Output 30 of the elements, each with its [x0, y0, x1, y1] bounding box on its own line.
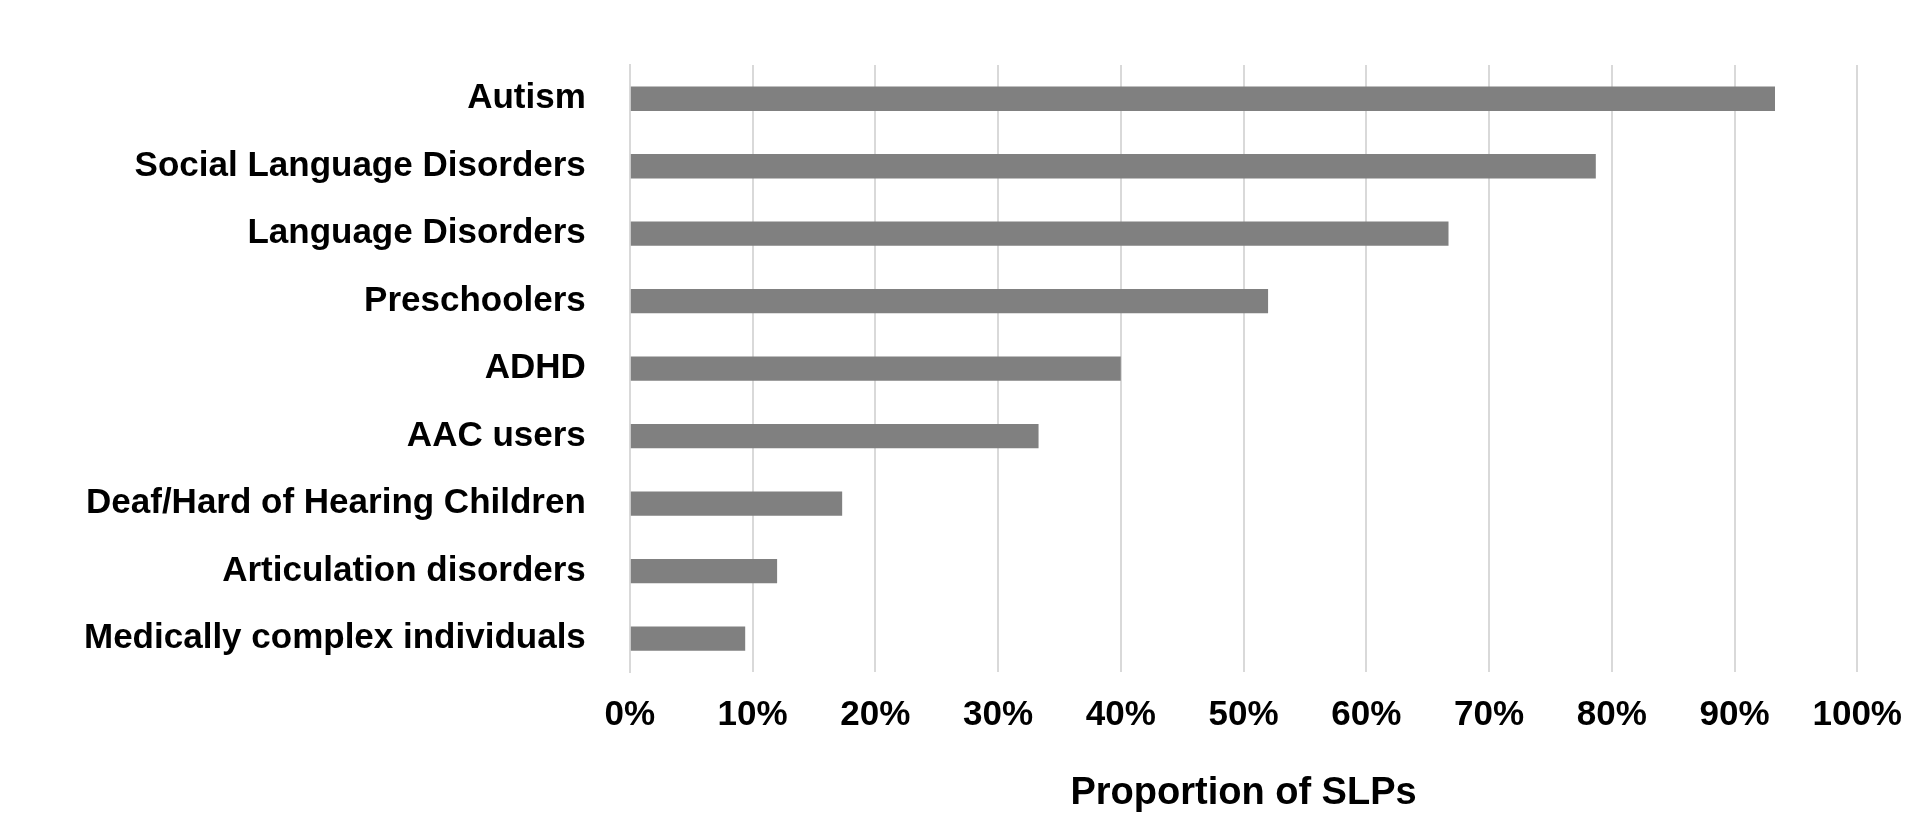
bar [630, 626, 746, 651]
y-tick-label: Autism [467, 76, 586, 116]
y-tick-label: Medically complex individuals [84, 616, 586, 656]
y-tick-label: Preschoolers [364, 278, 586, 318]
x-tick-label: 60% [1331, 693, 1402, 733]
bar [630, 86, 1776, 111]
bar [630, 154, 1596, 179]
x-tick-label: 0% [604, 693, 656, 733]
bar [630, 356, 1121, 381]
y-tick-label: Articulation disorders [222, 548, 586, 588]
x-tick-label: 90% [1699, 693, 1770, 733]
y-tick-label: Language Disorders [247, 211, 586, 251]
x-tick-label: 10% [717, 693, 788, 733]
y-tick-label: Social Language Disorders [134, 143, 586, 183]
bar [630, 289, 1269, 314]
bar [630, 491, 843, 516]
y-tick-label: Deaf/Hard of Hearing Children [86, 481, 586, 521]
x-tick-label: 70% [1453, 693, 1525, 733]
x-tick-label: 20% [840, 693, 911, 733]
bar [630, 221, 1449, 246]
x-tick-label: 100% [1812, 693, 1903, 733]
bar [630, 559, 778, 584]
y-tick-label: AAC users [406, 413, 586, 453]
x-tick-label: 80% [1576, 693, 1647, 733]
x-axis-title: Proportion of SLPs [1070, 769, 1417, 812]
x-tick-label: 40% [1085, 693, 1156, 733]
bar [630, 424, 1039, 449]
x-tick-label: 50% [1208, 693, 1279, 733]
x-tick-label: 30% [963, 693, 1034, 733]
y-tick-label: ADHD [484, 346, 586, 386]
